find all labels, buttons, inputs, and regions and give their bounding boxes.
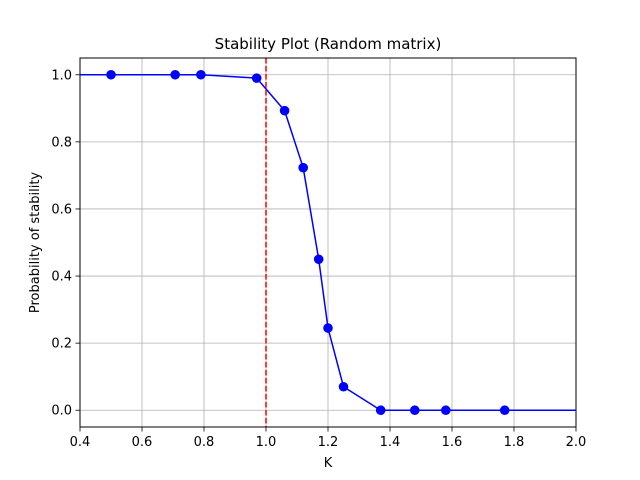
x-tick-label: 1.6	[442, 435, 463, 450]
y-axis-label: Probability of stability	[28, 172, 43, 314]
data-point	[338, 381, 349, 392]
y-tick-label: 0.2	[51, 337, 72, 352]
x-tick-label: 1.4	[380, 435, 401, 450]
series-layer	[80, 69, 576, 416]
x-tick-label: 0.8	[194, 435, 215, 450]
data-point	[196, 69, 206, 80]
x-tick-label: 0.6	[132, 435, 153, 450]
y-tick-label: 0.0	[51, 404, 72, 419]
data-point	[251, 73, 262, 83]
x-tick-label: 1.2	[318, 435, 339, 450]
chart-title: Stability Plot (Random matrix)	[215, 35, 442, 53]
x-axis-label: K	[324, 456, 333, 471]
data-point	[279, 105, 290, 116]
x-tick-label: 1.0	[256, 435, 277, 450]
data-point	[170, 69, 180, 80]
y-tick-label: 0.8	[51, 135, 72, 150]
data-point	[106, 69, 116, 80]
data-point	[499, 405, 510, 416]
y-tick-label: 0.6	[51, 202, 72, 217]
y-tick-label: 0.4	[51, 270, 72, 285]
data-point	[298, 162, 309, 173]
data-point	[410, 405, 420, 416]
x-tick-label: 2.0	[566, 435, 587, 450]
x-tick-label: 0.4	[70, 435, 91, 450]
y-tick-label: 1.0	[51, 68, 72, 83]
data-point	[323, 323, 333, 333]
x-tick-label: 1.8	[504, 435, 525, 450]
data-point	[375, 405, 386, 416]
grid-lines	[79, 58, 577, 427]
data-point	[313, 254, 324, 265]
data-point	[441, 405, 451, 416]
x-ticks: 0.4 0.6 0.8 1.0 1.2 1.4 1.6 1.8 2.0	[70, 427, 587, 450]
y-ticks: 0.0 0.2 0.4 0.6 0.8 1.0	[51, 68, 80, 419]
